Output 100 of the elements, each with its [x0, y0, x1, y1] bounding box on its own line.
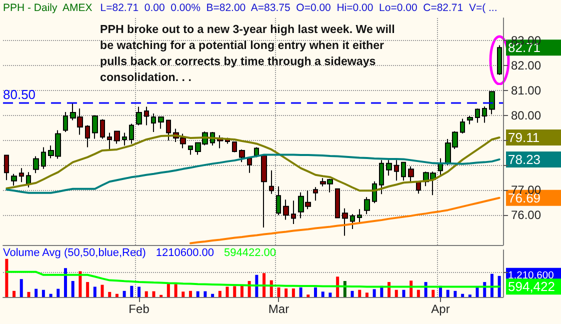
x-tick-label: Mar [268, 302, 290, 316]
bar [20, 279, 23, 297]
bar [115, 294, 118, 297]
bar [42, 290, 45, 297]
candlestick [269, 170, 274, 194]
candlestick [85, 124, 90, 148]
bar [255, 274, 258, 297]
bar [277, 287, 280, 297]
bar [461, 294, 464, 297]
candlestick [166, 120, 171, 141]
bar [71, 280, 74, 297]
x-tick-label: Feb [128, 302, 150, 316]
bar [262, 273, 266, 297]
bar [78, 271, 82, 297]
bar [189, 290, 192, 297]
candlestick [350, 214, 355, 230]
bar [328, 292, 332, 297]
candlestick [261, 154, 267, 228]
bar [218, 290, 222, 297]
candlestick [158, 116, 164, 130]
candlestick [357, 208, 362, 225]
candlestick [276, 186, 281, 216]
bar [402, 290, 406, 297]
candlestick [408, 166, 414, 184]
candlestick [188, 144, 193, 156]
bar [64, 268, 67, 297]
candlestick [33, 156, 39, 174]
candlestick [144, 106, 149, 126]
bar [56, 288, 60, 297]
chart-title: PPH - Daily AMEX [3, 2, 92, 14]
candlestick [11, 173, 17, 186]
candlestick [4, 154, 9, 181]
bar [394, 290, 398, 297]
bar [299, 287, 302, 297]
bar [454, 290, 457, 297]
bar [490, 274, 494, 297]
candlestick [41, 146, 46, 170]
bar [144, 291, 148, 297]
chart-subtitle: L=82.71 0.00 0.00% B=82.00 A=83.75 O=0.00 Hi=0.00 Lo=0.00 C=82.71 V=( ... [100, 2, 498, 14]
candlestick [475, 108, 480, 124]
candlestick [394, 160, 399, 182]
bar [12, 290, 16, 297]
bar [138, 286, 141, 297]
bar [292, 288, 295, 297]
bar [226, 286, 229, 297]
candlestick [401, 162, 406, 182]
candlestick [63, 112, 68, 132]
ref-line-label: 80.50 [3, 86, 36, 102]
bar [93, 286, 96, 297]
bar [152, 291, 156, 297]
y-tick-label: 82.00 [511, 58, 542, 72]
candlestick [460, 118, 465, 134]
candlestick [19, 168, 24, 183]
bar [204, 291, 207, 297]
candlestick [129, 123, 134, 144]
bar [166, 284, 170, 297]
bar [321, 292, 324, 297]
data-label: 79.11 [508, 130, 540, 145]
candlestick [100, 118, 105, 140]
bar [34, 288, 38, 297]
candlestick [232, 141, 237, 153]
data-label: 78.23 [508, 152, 541, 167]
candlestick [467, 116, 473, 125]
candlestick [283, 199, 289, 220]
bar [416, 290, 420, 297]
candlestick [122, 132, 127, 146]
y-tick-label: 76.00 [511, 208, 542, 222]
bar [336, 276, 340, 297]
candlestick [379, 160, 384, 195]
bar [284, 288, 288, 297]
bar [100, 284, 104, 297]
candlestick [335, 188, 340, 219]
bar [27, 292, 30, 297]
candlestick [107, 132, 112, 150]
bar [358, 290, 362, 297]
line-series [190, 196, 500, 244]
candlestick [151, 113, 156, 132]
bar [432, 290, 435, 297]
candlestick [239, 148, 245, 163]
bar [233, 286, 236, 297]
line-series [6, 134, 500, 192]
candlestick [386, 160, 392, 176]
bar [49, 294, 52, 297]
annotation: 594422.00 [224, 247, 276, 259]
annotation: PPH broke out to a new 3-year high last week. We will be watching for a potential long entry when it either pulls back or corrects by time through a sideways consolidation. . . [100, 22, 396, 86]
bar [108, 292, 112, 297]
chart-title: Volume Avg (50,50,blue,Red) [3, 247, 146, 259]
bar [372, 289, 376, 297]
bar [196, 291, 200, 297]
bar [122, 290, 126, 297]
candlestick [136, 106, 142, 126]
candlestick [482, 106, 487, 124]
candlestick [342, 208, 348, 236]
x-tick-label: Apr [431, 302, 450, 316]
candlestick [247, 158, 252, 174]
candlestick [92, 114, 98, 140]
y-tick-label: 81.00 [511, 83, 542, 98]
bar [5, 258, 8, 297]
candlestick [291, 200, 296, 225]
candlestick [26, 172, 31, 188]
